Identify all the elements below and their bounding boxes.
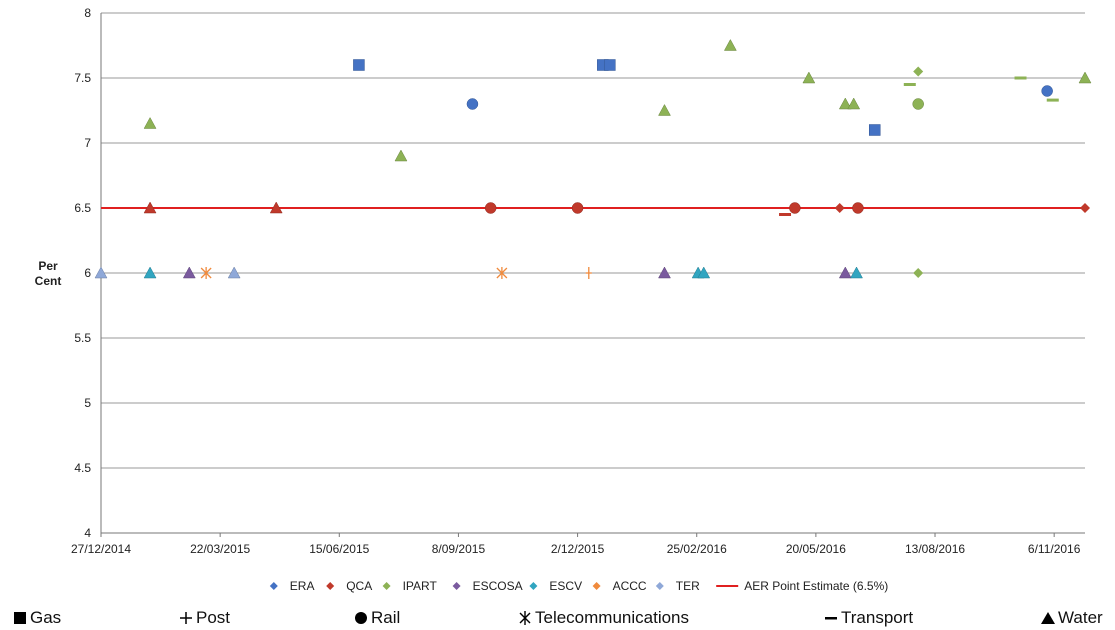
data-point-escosa [658, 266, 671, 279]
y-tick-label: 7 [84, 136, 91, 150]
y-tick-label: 4.5 [74, 461, 91, 475]
x-tick-label: 6/11/2016 [1028, 542, 1081, 556]
data-point-qca [269, 201, 283, 214]
data-point-ipart [394, 149, 408, 162]
data-point-qca [571, 202, 584, 214]
data-point-ipart [723, 38, 737, 51]
data-point-escv [697, 266, 711, 279]
legend-item-aer-point-estimate-6-5: AER Point Estimate (6.5%) [716, 579, 888, 593]
circle-icon [353, 610, 371, 626]
sector-legend-rail: Rail [353, 608, 400, 628]
x-tick-label: 27/12/2014 [71, 542, 131, 556]
legend-item-era: ERA [269, 579, 315, 593]
y-tick-label: 6.5 [74, 201, 91, 215]
legend-item-ipart: IPART [382, 579, 438, 593]
data-point-ipart [658, 103, 671, 116]
sector-legend-label: Water [1058, 608, 1103, 627]
data-point-era [604, 59, 616, 71]
data-point-qca [779, 213, 792, 216]
legend-label: ESCOSA [473, 579, 523, 593]
data-point-escosa [182, 266, 196, 279]
x-tick-label: 22/03/2015 [190, 542, 250, 556]
data-point-era [1041, 85, 1053, 97]
y-axis-label: Per [38, 259, 58, 273]
legend-label: TER [676, 579, 700, 593]
y-tick-label: 6 [84, 266, 91, 280]
sector-legend-label: Gas [30, 608, 62, 627]
chart-canvas: 4 4.5 5 5.5 6 6.5 7 7.5 8 27/12/2014 22/03/2015 15/… [35, 6, 1092, 593]
dash-icon [823, 610, 841, 626]
legend-label: ERA [290, 579, 315, 593]
sector-legend-gas: Gas [12, 608, 61, 628]
triangle-icon [1040, 610, 1058, 626]
data-point-era [466, 98, 479, 110]
data-point-ipart [1014, 76, 1027, 80]
sector-legend-label: Rail [371, 608, 401, 627]
data-point-escosa [838, 266, 852, 279]
data-point-ipart [1046, 98, 1059, 102]
plus-icon [178, 610, 196, 626]
x-tick-label: 2/12/2015 [551, 542, 605, 556]
sector-legend-post: Post [178, 608, 230, 628]
data-point-era [868, 124, 881, 136]
legend-item-ter: TER [655, 579, 700, 593]
data-point-ipart [838, 97, 852, 110]
x-tick-label: 13/08/2016 [905, 542, 965, 556]
legend-item-accc: ACCC [592, 579, 647, 593]
data-point-ipart [847, 97, 861, 110]
data-point-accc [200, 267, 212, 279]
square-icon [12, 610, 30, 626]
data-point-qca [1080, 203, 1090, 213]
data-point-ipart [143, 116, 157, 129]
data-point-qca [143, 201, 157, 214]
x-tick-label: 20/05/2016 [786, 542, 846, 556]
sector-shape-legend: Gas Post Rail Telecommunications Transport Wa… [0, 606, 1115, 630]
x-tick-label: 25/02/2016 [667, 542, 727, 556]
y-tick-label: 8 [84, 6, 91, 20]
x-tick-label: 8/09/2015 [432, 542, 486, 556]
y-tick-label: 4 [84, 526, 91, 540]
data-point-qca [484, 202, 497, 214]
y-tick-label: 5.5 [74, 331, 91, 345]
y-axis-label: Cent [35, 274, 62, 288]
data-point-ipart [912, 98, 924, 110]
data-point-ipart [913, 66, 924, 77]
data-point-escv [143, 266, 157, 279]
data-point-ipart [913, 268, 924, 278]
sector-legend-transport: Transport [823, 608, 913, 628]
data-point-ipart [802, 71, 816, 84]
y-tick-label: 7.5 [74, 71, 91, 85]
legend-item-escosa: ESCOSA [452, 579, 523, 593]
data-point-accc [496, 267, 508, 279]
legend-item-qca: QCA [326, 579, 372, 593]
legend-label: QCA [346, 579, 372, 593]
data-point-accc [585, 267, 592, 279]
legend-label: IPART [403, 579, 438, 593]
data-point-ipart [903, 83, 916, 86]
data-point-ter [227, 266, 241, 279]
sector-legend-water: Water [1040, 608, 1103, 628]
legend-label: ESCV [549, 579, 582, 593]
y-tick-label: 5 [84, 396, 91, 410]
data-point-qca [834, 203, 845, 213]
sector-legend-label: Telecommunications [535, 608, 690, 627]
legend-label: AER Point Estimate (6.5%) [744, 579, 888, 593]
sector-legend-label: Transport [841, 608, 914, 627]
legend-label: ACCC [613, 579, 647, 593]
data-point-era [353, 59, 365, 71]
data-point-escv [850, 266, 863, 279]
sector-legend-telecommunications: Telecommunications [517, 608, 689, 628]
x-tick-label: 15/06/2015 [309, 542, 369, 556]
legend-item-escv: ESCV [529, 579, 582, 593]
data-point-qca [852, 202, 864, 214]
data-point-ter [94, 266, 108, 279]
data-point-qca [789, 202, 801, 214]
asterisk-icon [517, 610, 535, 626]
sector-legend-label: Post [196, 608, 231, 627]
data-point-ipart [1078, 71, 1092, 84]
